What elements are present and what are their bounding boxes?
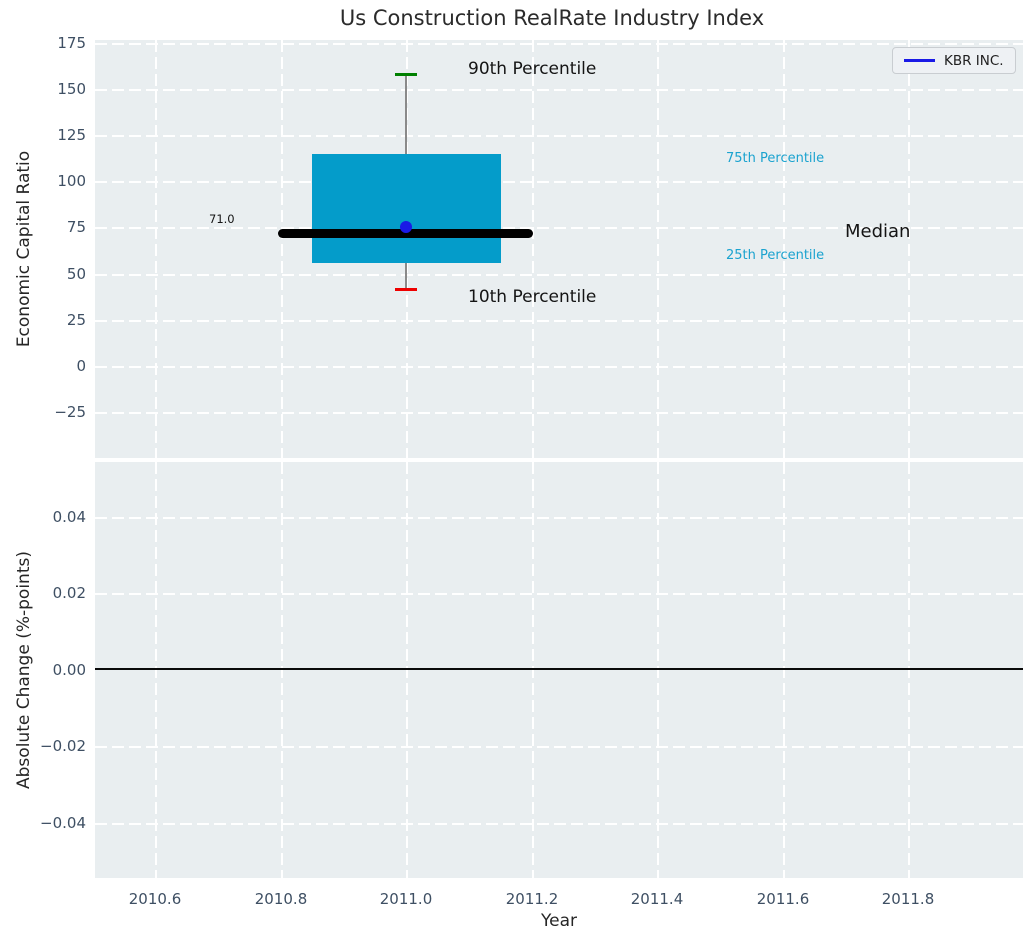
annotation-10th-percentile: 10th Percentile — [468, 287, 597, 307]
ytick-bottom: 0.00 — [52, 661, 86, 679]
legend-label: KBR INC. — [944, 52, 1004, 69]
gridline-h — [95, 412, 1023, 414]
x-axis-label: Year — [541, 911, 577, 931]
annotation-median: Median — [845, 221, 911, 242]
ytick-top: 100 — [57, 172, 86, 190]
y-axis-label-bottom: Absolute Change (%-points) — [14, 551, 34, 789]
gridline-v — [406, 462, 408, 878]
gridline-h — [95, 89, 1023, 91]
ytick-top: 125 — [57, 126, 86, 144]
xtick: 2011.2 — [505, 890, 559, 908]
gridline-v — [657, 462, 659, 878]
gridline-h — [95, 274, 1023, 276]
legend-line-sample — [904, 59, 935, 62]
ytick-bottom: −0.02 — [40, 737, 86, 755]
ytick-bottom: 0.04 — [52, 508, 86, 526]
median-value-label: 71.0 — [209, 212, 235, 226]
ytick-top: −25 — [54, 403, 86, 421]
xtick: 2010.6 — [128, 890, 182, 908]
zero-baseline — [95, 668, 1023, 670]
gridline-v — [783, 40, 785, 458]
gridline-h — [95, 181, 1023, 183]
ytick-top: 150 — [57, 80, 86, 98]
legend: KBR INC. — [892, 47, 1016, 74]
y-axis-label-top: Economic Capital Ratio — [14, 150, 34, 348]
gridline-v — [532, 40, 534, 458]
ytick-top: 25 — [66, 311, 86, 329]
xtick: 2011.4 — [630, 890, 684, 908]
gridline-v — [281, 40, 283, 458]
gridline-h — [95, 320, 1023, 322]
gridline-h — [95, 227, 1023, 229]
chart-title: Us Construction RealRate Industry Index — [339, 6, 765, 30]
xtick: 2010.8 — [254, 890, 308, 908]
gridline-v — [908, 462, 910, 878]
median-line — [278, 229, 533, 238]
top-plot-area: 71.0 90th Percentile 10th Percentile 75t… — [95, 40, 1023, 458]
iqr-box — [312, 154, 501, 263]
gridline-h — [95, 823, 1023, 825]
gridline-v — [657, 40, 659, 458]
xtick: 2011.0 — [379, 890, 433, 908]
gridline-v — [783, 462, 785, 878]
ytick-top: 175 — [57, 34, 86, 52]
ytick-top: 75 — [66, 218, 86, 236]
gridline-h — [95, 593, 1023, 595]
ytick-top: 50 — [66, 265, 86, 283]
bottom-plot-area — [95, 462, 1023, 878]
ytick-bottom: −0.04 — [40, 814, 86, 832]
annotation-25th-percentile: 25th Percentile — [726, 248, 825, 263]
gridline-h — [95, 746, 1023, 748]
gridline-v — [281, 462, 283, 878]
annotation-75th-percentile: 75th Percentile — [726, 151, 825, 166]
gridline-v — [155, 462, 157, 878]
gridline-v — [155, 40, 157, 458]
gridline-h — [95, 43, 1023, 45]
gridline-h — [95, 366, 1023, 368]
xtick: 2011.6 — [756, 890, 810, 908]
gridline-h — [95, 135, 1023, 137]
kbr-data-point — [400, 221, 412, 233]
gridline-v — [908, 40, 910, 458]
cap-10th-percentile — [395, 288, 417, 291]
gridline-h — [95, 517, 1023, 519]
ytick-bottom: 0.02 — [52, 584, 86, 602]
xtick: 2011.8 — [881, 890, 935, 908]
cap-90th-percentile — [395, 73, 417, 76]
annotation-90th-percentile: 90th Percentile — [468, 59, 597, 79]
ytick-top: 0 — [76, 357, 86, 375]
gridline-v — [532, 462, 534, 878]
